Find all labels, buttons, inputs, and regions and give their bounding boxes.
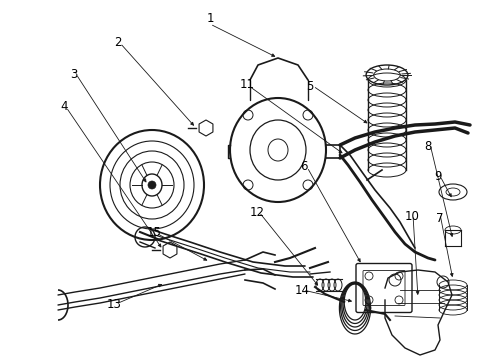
Text: 14: 14 <box>294 284 309 297</box>
Ellipse shape <box>148 181 156 189</box>
Text: 6: 6 <box>300 161 307 174</box>
Text: 7: 7 <box>435 211 443 225</box>
Text: 5: 5 <box>305 80 313 93</box>
Text: 13: 13 <box>106 298 121 311</box>
Text: 10: 10 <box>404 211 419 224</box>
Text: 9: 9 <box>433 170 441 183</box>
Text: 12: 12 <box>249 206 264 219</box>
Text: 3: 3 <box>70 68 78 81</box>
Text: 8: 8 <box>424 140 431 153</box>
Text: 1: 1 <box>206 12 213 24</box>
Text: 4: 4 <box>60 100 68 113</box>
Text: 2: 2 <box>114 36 122 49</box>
Text: 15: 15 <box>146 226 161 239</box>
Text: 11: 11 <box>239 78 254 91</box>
